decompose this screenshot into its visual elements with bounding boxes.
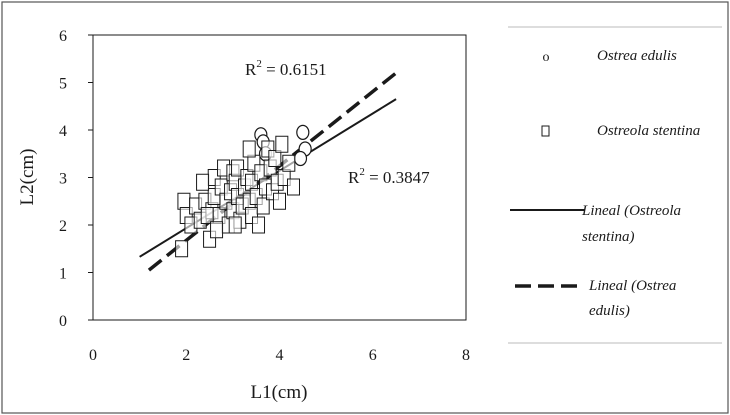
- legend-label-ostrea-edulis: Ostrea edulis: [597, 48, 677, 64]
- y-tick-label: 5: [59, 76, 67, 93]
- point-ostrea-edulis: [293, 150, 308, 167]
- point-ostreola-stentina: [175, 240, 189, 258]
- y-axis-ticks: 0 1 2 3 4 5 6: [59, 28, 93, 330]
- y-axis-title: L2(cm): [17, 149, 38, 206]
- point-ostreola-stentina: [200, 207, 214, 224]
- y-tick-label: 4: [59, 123, 67, 140]
- point-ostreola-stentina: [210, 221, 224, 239]
- point-ostreola-stentina: [242, 140, 256, 158]
- legend-label-trend-stentina-line1: Lineal (Ostreola: [581, 203, 681, 219]
- y-tick-label: 3: [59, 171, 67, 188]
- trendlines: [139, 71, 398, 272]
- legend-circle-marker: o: [543, 50, 550, 65]
- y-tick-label: 0: [59, 313, 67, 330]
- point-ostreola-stentina: [275, 135, 289, 153]
- point-ostreola-stentina: [282, 154, 296, 172]
- y-tick-label: 6: [59, 28, 67, 45]
- x-tick-label: 0: [89, 347, 97, 364]
- point-ostreola-stentina: [252, 216, 266, 234]
- trendline-ostrea-edulis: [147, 71, 398, 272]
- x-tick-label: 8: [462, 347, 470, 364]
- y-tick-label: 2: [59, 218, 67, 235]
- y-tick-label: 1: [59, 266, 67, 283]
- data-points: [175, 124, 312, 258]
- trendline-ostreola-stentina: [139, 98, 397, 258]
- legend-square-marker: [541, 125, 550, 137]
- point-ostrea-edulis: [296, 124, 310, 140]
- x-tick-label: 6: [369, 347, 377, 364]
- point-ostreola-stentina: [196, 173, 210, 191]
- point-ostreola-stentina: [177, 192, 191, 210]
- legend-label-trend-edulis-line2: edulis): [589, 303, 630, 319]
- x-axis-title: L1(cm): [251, 382, 308, 403]
- legend-label-ostreola-stentina: Ostreola stentina: [597, 123, 700, 139]
- point-ostreola-stentina: [268, 150, 282, 167]
- x-tick-label: 4: [276, 347, 284, 364]
- legend: o Ostrea edulis Ostreola stentina Lineal…: [508, 26, 722, 344]
- point-ostreola-stentina: [256, 197, 270, 215]
- legend-label-trend-edulis-line1: Lineal (Ostrea: [588, 278, 676, 294]
- point-ostreola-stentina: [228, 216, 242, 234]
- point-ostreola-stentina: [273, 192, 286, 210]
- x-axis-ticks: 0 2 4 6 8: [89, 347, 470, 364]
- r2-stentina-annotation: R2 = 0.3847: [348, 166, 430, 187]
- point-ostreola-stentina: [286, 178, 300, 196]
- r2-edulis-annotation: R2 = 0.6151: [245, 58, 327, 79]
- legend-label-trend-stentina-line2: stentina): [582, 229, 635, 245]
- x-tick-label: 2: [182, 347, 190, 364]
